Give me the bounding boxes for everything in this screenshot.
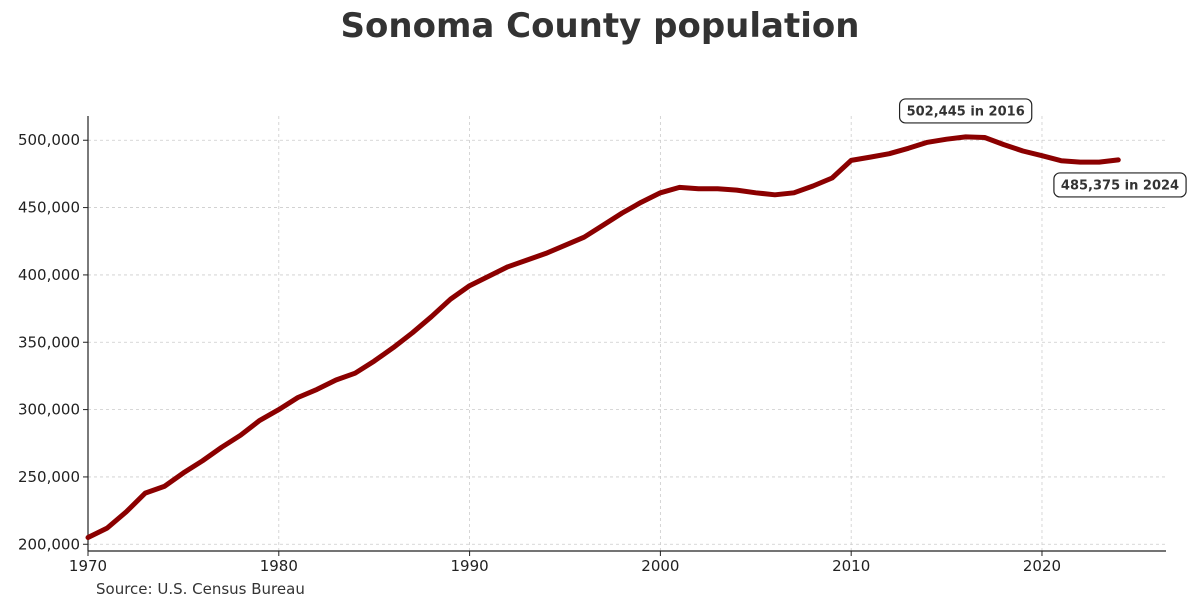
y-tick-label: 450,000: [18, 199, 80, 217]
annotation-label: 485,375 in 2024: [1053, 172, 1187, 198]
y-tick-labels: 200,000 250,000 300,000 350,000 400,000 450,0…: [18, 131, 88, 553]
annotation-box: [898, 98, 1033, 124]
chart-title: Sonoma County population: [341, 6, 860, 46]
annotation-text: 485,375 in 2024: [1061, 178, 1179, 193]
x-tick-label: 1990: [450, 557, 488, 575]
x-tick-label: 2000: [641, 557, 679, 575]
x-tick-labels: 1970 1980 1990 2000 2010 2020: [69, 551, 1061, 575]
axes: [87, 116, 1166, 552]
annotation-label: 502,445 in 2016: [898, 98, 1033, 124]
y-tick-label: 200,000: [18, 535, 80, 553]
annotation-text: 502,445 in 2016: [907, 104, 1025, 119]
x-tick-label: 1970: [69, 557, 107, 575]
population-line: [85, 134, 1121, 540]
x-tick-label: 1980: [260, 557, 298, 575]
grid-lines: [87, 116, 1166, 551]
annotations: 502,445 in 2016 485,375 in 2024: [898, 98, 1187, 198]
x-tick-label: 2010: [832, 557, 870, 575]
source-note: Source: U.S. Census Bureau: [96, 580, 305, 598]
x-tick-label: 2020: [1023, 557, 1061, 575]
y-tick-label: 300,000: [18, 401, 80, 419]
annotation-box: [1053, 172, 1187, 198]
y-tick-label: 500,000: [18, 131, 80, 149]
series-group: [85, 134, 1121, 540]
y-tick-label: 250,000: [18, 468, 80, 486]
y-tick-label: 350,000: [18, 333, 80, 351]
y-tick-label: 400,000: [18, 266, 80, 284]
